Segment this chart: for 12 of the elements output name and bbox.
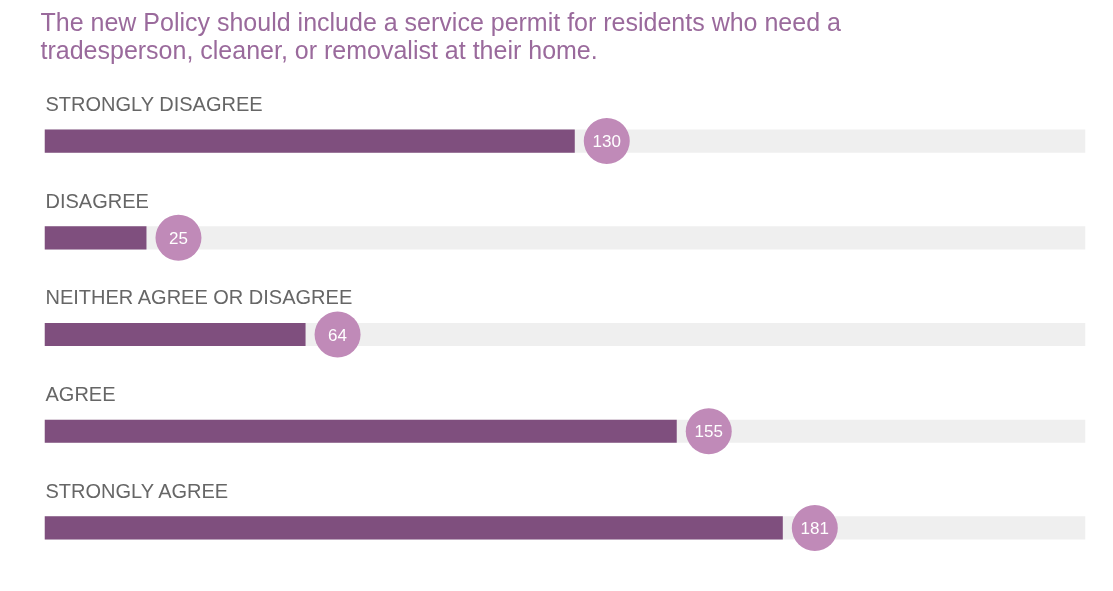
y-tick-label: STRONGLY AGREE: [45, 479, 229, 502]
data-label: 25: [169, 228, 188, 248]
data-label: 155: [694, 422, 723, 442]
y-tick-label: NEITHER AGREE OR DISAGREE: [45, 286, 353, 309]
data-label: 64: [328, 325, 348, 345]
y-tick-label: AGREE: [45, 383, 116, 406]
chart-title: The new Policy should include a service permit for residents who need a tradesperson, cleaner, or removalist at their home.: [40, 7, 842, 64]
data-label: 130: [592, 132, 621, 152]
bar: [44, 226, 147, 250]
data-label: 181: [800, 518, 829, 538]
y-tick-label: STRONGLY DISAGREE: [45, 92, 263, 115]
y-tick-label: DISAGREE: [45, 189, 149, 212]
